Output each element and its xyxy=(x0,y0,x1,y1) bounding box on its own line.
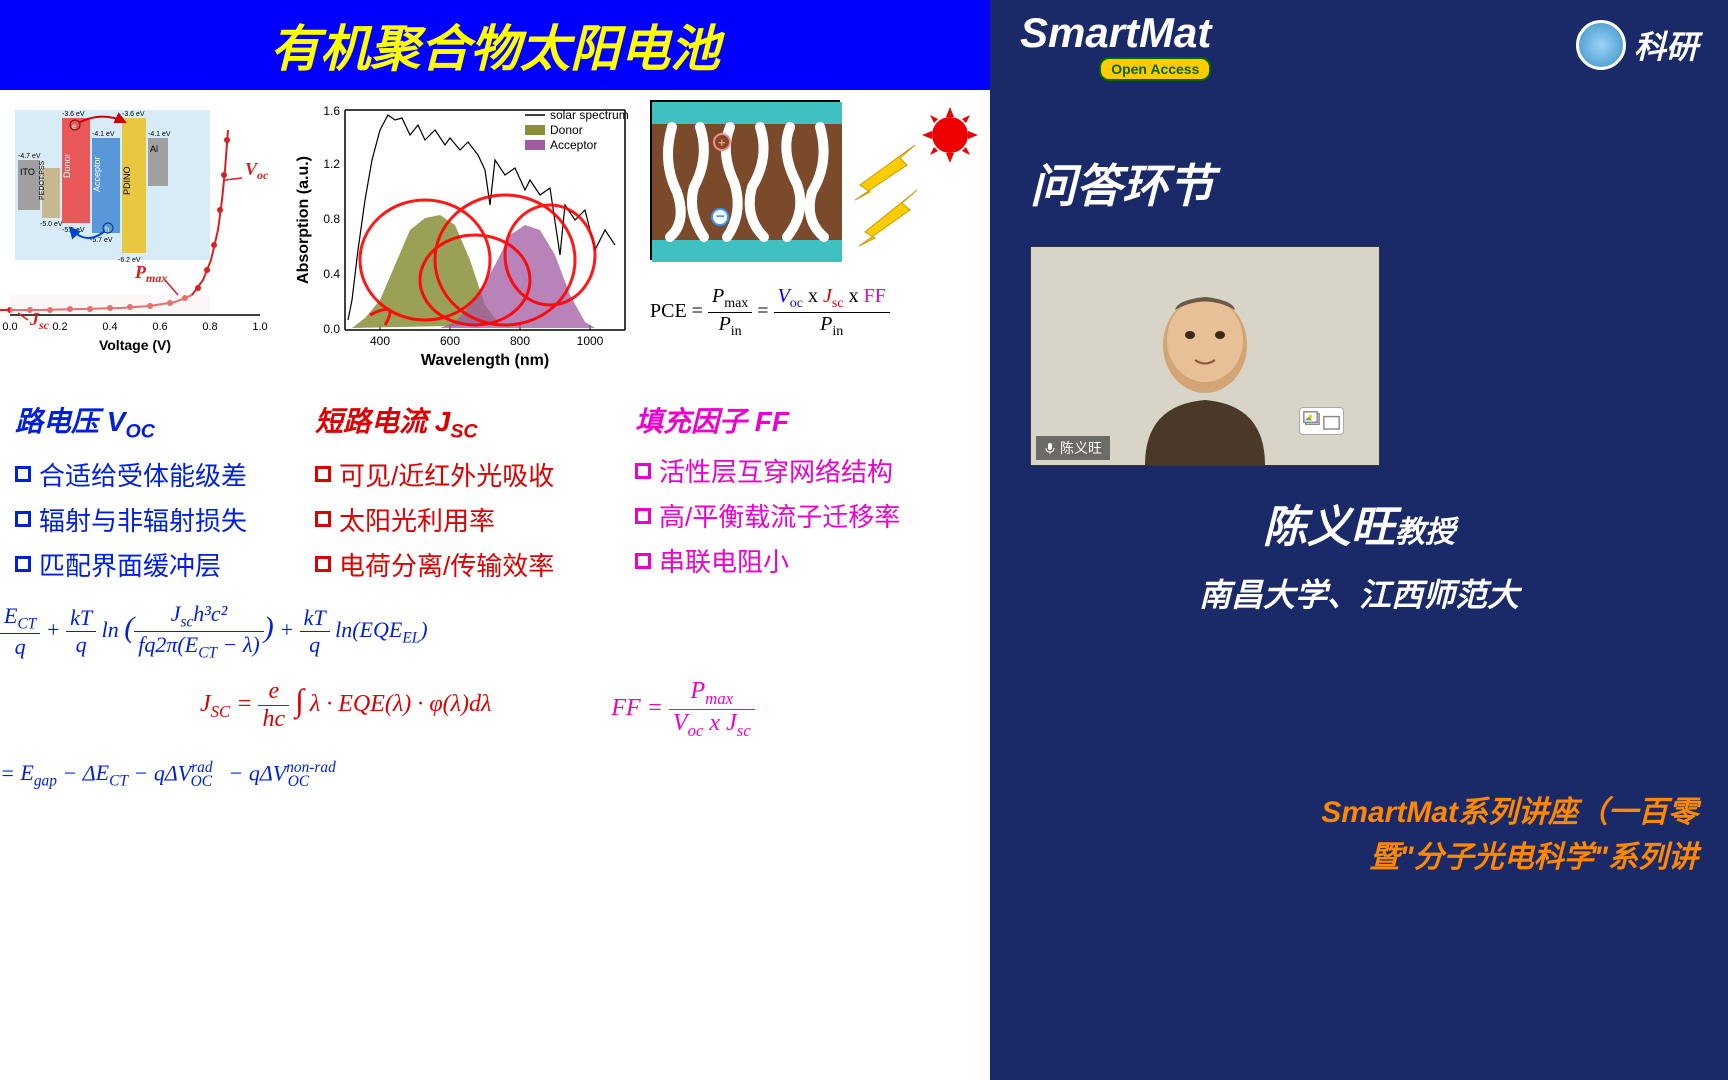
col-item: 可见/近红外光吸收 xyxy=(315,456,605,493)
iv-plot-svg: ITO -4.7 eV PEDOT:PSS -5.0 eV Donor -3.6 eV… xyxy=(0,100,280,380)
keyan-circle-icon xyxy=(1576,20,1626,70)
svg-text:Acceptor: Acceptor xyxy=(550,138,597,152)
webcam-person-placeholder xyxy=(1105,285,1305,465)
webcam-label-text: 陈义旺 xyxy=(1060,438,1102,458)
col-item: 高/平衡载流子迁移率 xyxy=(635,497,955,534)
svg-text:solar spectrum: solar spectrum xyxy=(550,108,629,122)
col-voc: 路电压 VOC 合适给受体能级差辐射与非辐射损失匹配界面缓冲层 xyxy=(0,400,300,591)
svg-text:+: + xyxy=(718,135,726,150)
series-title: SmartMat系列讲座（一百零 暨"分子光电科学"系列讲 xyxy=(1321,790,1698,880)
svg-text:-3.6 eV: -3.6 eV xyxy=(62,111,85,118)
svg-text:Pmax: Pmax xyxy=(134,262,167,285)
svg-text:Al: Al xyxy=(150,144,158,154)
col-ff: 填充因子 FF 活性层互穿网络结构高/平衡载流子迁移率串联电阻小 xyxy=(620,400,970,591)
col-item: 活性层互穿网络结构 xyxy=(635,452,955,489)
col-item: 太阳光利用率 xyxy=(315,501,605,538)
col-voc-title: 路电压 VOC xyxy=(15,400,285,444)
pce-formula: PCE = PmaxPin = Voc x Jsc x FFPin xyxy=(650,285,890,340)
svg-text:-4.1 eV: -4.1 eV xyxy=(148,131,171,138)
svg-text:0.6: 0.6 xyxy=(152,321,167,333)
right-panel: SmartMat Open Access 科研 问答环节 陈义旺 陈义旺教授 xyxy=(990,0,1728,1080)
open-access-badge: Open Access xyxy=(1099,57,1211,81)
col-item: 辐射与非辐射损失 xyxy=(15,501,285,538)
svg-text:0.8: 0.8 xyxy=(323,212,340,226)
qa-label: 问答环节 xyxy=(990,90,1728,236)
charts-row: ITO -4.7 eV PEDOT:PSS -5.0 eV Donor -3.6 eV… xyxy=(0,90,990,380)
formula-jsc: JSC = ehc ∫ λ · EQE(λ) · φ(λ)dλ xyxy=(200,678,491,741)
abs-ylabel: Absorption (a.u.) xyxy=(295,156,312,284)
svg-text:-3.6 eV: -3.6 eV xyxy=(122,111,145,118)
svg-text:400: 400 xyxy=(370,334,390,348)
col-item: 电荷分离/传输效率 xyxy=(315,546,605,583)
svg-text:Donor: Donor xyxy=(62,153,72,178)
abs-xlabel: Wavelength (nm) xyxy=(421,352,549,369)
smartmat-logo: SmartMat xyxy=(1020,9,1211,57)
iv-chart: ITO -4.7 eV PEDOT:PSS -5.0 eV Donor -3.6 eV… xyxy=(0,100,280,380)
col-item: 匹配界面缓冲层 xyxy=(15,546,285,583)
svg-text:ITO: ITO xyxy=(20,167,35,177)
svg-text:0.8: 0.8 xyxy=(202,321,217,333)
slide-title: 有机聚合物太阳电池 xyxy=(270,9,720,81)
text-columns: 路电压 VOC 合适给受体能级差辐射与非辐射损失匹配界面缓冲层 短路电流 JSC… xyxy=(0,380,990,591)
svg-text:1.2: 1.2 xyxy=(323,157,340,171)
formula-voc1: ECTq + kTq ln (Jsch³c²fq2π(ECT − λ)) + k… xyxy=(0,601,990,663)
mic-icon xyxy=(1044,442,1056,454)
svg-text:h: h xyxy=(105,225,109,234)
smartmat-brand: SmartMat Open Access xyxy=(1020,9,1211,81)
col-ff-title: 填充因子 FF xyxy=(635,400,955,440)
slide-title-bar: 有机聚合物太阳电池 xyxy=(0,0,990,90)
svg-text:PDINO: PDINO xyxy=(122,166,132,195)
svg-text:0.0: 0.0 xyxy=(2,321,17,333)
col-jsc: 短路电流 JSC 可见/近红外光吸收太阳光利用率电荷分离/传输效率 xyxy=(300,400,620,591)
svg-text:-4.1 eV: -4.1 eV xyxy=(92,131,115,138)
svg-text:−: − xyxy=(716,208,725,225)
svg-text:Acceptor: Acceptor xyxy=(92,156,102,192)
morphology-box: + − xyxy=(650,100,980,380)
morphology-diagram: + − xyxy=(650,100,840,260)
keyan-text: 科研 xyxy=(1634,22,1698,68)
webcam-feed: 陈义旺 xyxy=(1030,246,1380,466)
svg-text:800: 800 xyxy=(510,334,530,348)
svg-text:Voc: Voc xyxy=(245,159,269,182)
iv-xlabel: Voltage (V) xyxy=(99,337,171,353)
svg-text:600: 600 xyxy=(440,334,460,348)
sun-icon xyxy=(920,105,980,165)
svg-text:0.0: 0.0 xyxy=(323,322,340,336)
absorption-chart: 400 600 800 1000 0.0 0.4 0.8 1.2 1.6 Wavelength… xyxy=(290,100,640,380)
svg-text:0.4: 0.4 xyxy=(102,321,117,333)
abs-plot-svg: 400 600 800 1000 0.0 0.4 0.8 1.2 1.6 Wavelength… xyxy=(290,100,640,380)
rp-header: SmartMat Open Access 科研 xyxy=(990,0,1728,90)
formula-voc2: = Egap − ΔECT − qΔVradOC − qΔVnon-radOC xyxy=(0,749,990,791)
svg-text:Donor: Donor xyxy=(550,123,583,137)
svg-text:0.4: 0.4 xyxy=(323,267,340,281)
col-item: 串联电阻小 xyxy=(635,542,955,579)
keyan-badge: 科研 xyxy=(1576,20,1698,70)
formula-ff: FF = PmaxVoc x Jsc xyxy=(611,678,754,741)
switch-pic-icon xyxy=(1299,407,1344,435)
speaker-affiliation: 南昌大学、江西师范大 xyxy=(990,560,1728,626)
svg-text:1000: 1000 xyxy=(577,334,604,348)
col-item: 合适给受体能级差 xyxy=(15,456,285,493)
svg-text:0.2: 0.2 xyxy=(52,321,67,333)
formula-area: ECTq + kTq ln (Jsch³c²fq2π(ECT − λ)) + k… xyxy=(0,591,990,791)
svg-text:-5.0 eV: -5.0 eV xyxy=(40,221,63,228)
col-jsc-title: 短路电流 JSC xyxy=(315,400,605,444)
slide-area: 有机聚合物太阳电池 ITO -4.7 eV PEDOT:PSS -5.0 eV Do… xyxy=(0,0,990,760)
svg-text:1.0: 1.0 xyxy=(252,321,267,333)
svg-text:-4.7 eV: -4.7 eV xyxy=(18,153,41,160)
svg-text:1.6: 1.6 xyxy=(323,104,340,118)
svg-text:e: e xyxy=(72,122,77,131)
webcam-label: 陈义旺 xyxy=(1036,436,1110,460)
speaker-name: 陈义旺教授 xyxy=(990,476,1728,560)
sun-arrows xyxy=(845,140,925,250)
svg-text:PEDOT:PSS: PEDOT:PSS xyxy=(39,160,46,200)
